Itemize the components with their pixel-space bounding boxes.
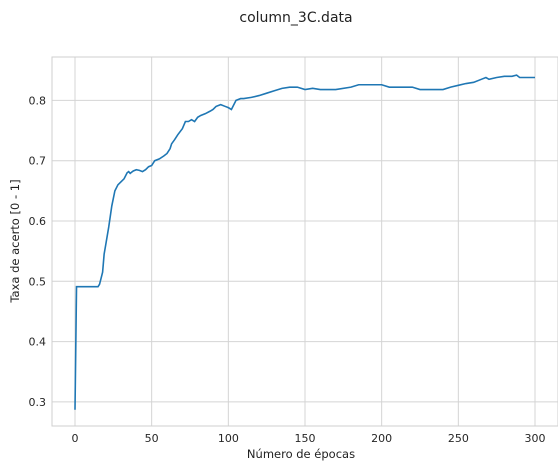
x-tick-label: 0: [72, 432, 79, 445]
x-tick-label: 100: [218, 432, 239, 445]
y-tick-label: 0.8: [29, 94, 47, 107]
x-tick-label: 50: [145, 432, 159, 445]
x-tick-label: 300: [525, 432, 546, 445]
x-tick-labels: 0 50 100 150 200 250 300: [72, 432, 546, 445]
y-tick-label: 0.6: [29, 215, 47, 228]
series-line: [74, 74, 535, 410]
y-tick-label: 0.4: [29, 336, 47, 349]
y-axis-label: Taxa de acerto [0 - 1]: [8, 179, 22, 303]
chart-title: column_3C.data: [239, 10, 352, 26]
x-tick-label: 200: [371, 432, 392, 445]
x-tick-label: 250: [448, 432, 469, 445]
y-tick-label: 0.5: [29, 275, 47, 288]
y-tick-labels: 0.3 0.4 0.5 0.6 0.7 0.8: [29, 94, 47, 408]
plot-frame: [51, 56, 558, 427]
y-tick-label: 0.3: [29, 396, 47, 409]
gridlines: [52, 57, 558, 426]
x-tick-label: 150: [295, 432, 316, 445]
y-tick-label: 0.7: [29, 155, 47, 168]
x-axis-label: Número de épocas: [247, 447, 355, 461]
